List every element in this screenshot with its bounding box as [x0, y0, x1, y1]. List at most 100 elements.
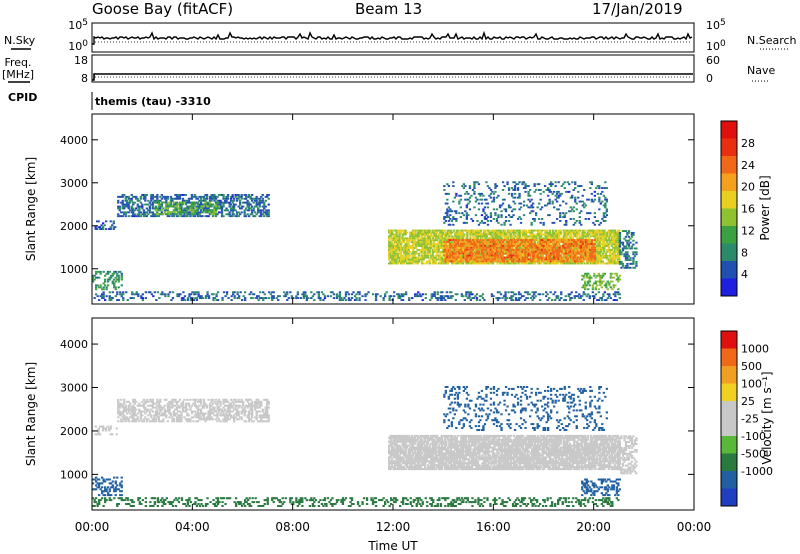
range-cell [181, 201, 185, 204]
range-cell [571, 256, 574, 259]
range-cell [261, 197, 264, 200]
range-cell [436, 258, 439, 261]
range-cell [400, 229, 403, 232]
range-cell [110, 299, 113, 301]
range-cell [439, 233, 442, 236]
range-cell [615, 239, 618, 242]
range-cell [167, 295, 170, 298]
range-cell [400, 293, 403, 296]
range-cell [431, 260, 434, 263]
range-cell [476, 258, 479, 261]
range-cell [459, 198, 462, 201]
range-cell [455, 218, 458, 220]
range-cell [394, 241, 397, 244]
range-cell [487, 233, 490, 236]
range-cell [600, 297, 603, 299]
range-cell [219, 205, 222, 208]
freq-trace [92, 73, 693, 81]
range-cell [532, 229, 535, 232]
range-cell [398, 260, 401, 263]
range-cell [117, 276, 120, 279]
range-cell [485, 262, 489, 265]
range-cell [242, 295, 245, 298]
range-cell [525, 244, 529, 247]
range-cell [214, 195, 218, 198]
range-cell [428, 249, 431, 251]
range-cell [560, 291, 563, 294]
range-cell [445, 291, 448, 294]
range-cell [454, 235, 457, 238]
range-cell [406, 247, 409, 249]
range-cell [535, 233, 538, 236]
range-cell [433, 258, 436, 261]
range-cell [597, 243, 600, 246]
range-cell [261, 194, 264, 196]
range-cell [108, 276, 111, 279]
range-cell [476, 181, 479, 184]
range-cell [612, 258, 615, 261]
range-cell [114, 270, 117, 273]
range-cell [469, 229, 472, 232]
range-cell [556, 262, 559, 265]
range-cell [256, 297, 259, 299]
range-cell [424, 249, 427, 251]
range-cell [184, 203, 188, 206]
range-cell [493, 233, 496, 236]
range-cell [542, 241, 545, 243]
range-cell [529, 206, 532, 209]
range-cell [421, 231, 424, 234]
range-cell [394, 237, 397, 240]
range-cell [266, 215, 269, 218]
range-cell [263, 297, 266, 299]
range-cell [190, 205, 194, 208]
range-cell [252, 207, 255, 210]
range-cell [540, 229, 543, 232]
range-cell [180, 297, 184, 299]
range-cell [210, 211, 213, 213]
range-cell [211, 213, 215, 215]
range-cell [136, 209, 139, 212]
range-cell [513, 196, 517, 199]
range-cell [394, 245, 397, 247]
range-cell [597, 291, 600, 294]
range-cell [257, 197, 260, 200]
range-cell [473, 246, 476, 249]
range-cell [589, 229, 592, 232]
range-cell [344, 299, 348, 301]
range-cell [389, 237, 392, 240]
range-cell [571, 258, 574, 261]
range-cell [430, 241, 433, 244]
range-cell [403, 237, 406, 240]
range-cell [486, 216, 490, 218]
range-cell [582, 229, 585, 232]
range-cell [500, 239, 503, 241]
range-cell [575, 244, 578, 247]
range-cell [559, 248, 562, 251]
range-cell [404, 237, 407, 240]
range-cell [618, 256, 621, 259]
range-cell [509, 262, 513, 265]
range-cell [542, 250, 545, 253]
range-cell [494, 185, 497, 187]
range-cell [166, 213, 169, 216]
range-cell [464, 252, 467, 255]
range-cell [415, 241, 418, 244]
range-cell [482, 235, 486, 238]
range-cell [515, 260, 518, 263]
range-cell [579, 235, 582, 238]
range-cell [148, 207, 151, 210]
range-cell [530, 246, 533, 249]
range-cell [193, 215, 197, 218]
range-cell [539, 246, 542, 249]
range-cell [608, 293, 611, 296]
range-cell [529, 258, 532, 261]
range-cell [169, 195, 173, 198]
range-cell [407, 260, 410, 263]
range-cell [606, 243, 609, 246]
range-cell [428, 252, 431, 255]
range-cell [132, 201, 135, 204]
range-cell [569, 254, 572, 257]
range-cell [98, 270, 101, 273]
range-cell [492, 258, 496, 261]
range-cell [610, 229, 613, 232]
